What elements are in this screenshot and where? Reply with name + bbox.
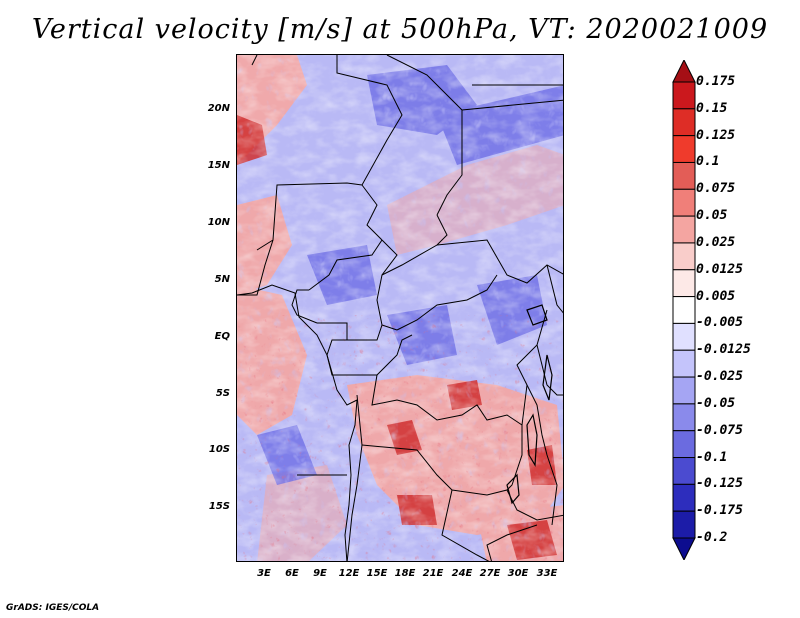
lat-label-5n: 5N (214, 274, 230, 285)
lon-label-33e: 33E (536, 568, 558, 579)
map-svg (237, 55, 563, 561)
colorbar-segment (672, 349, 696, 378)
lat-label-5s: 5S (215, 388, 230, 399)
colorbar-segment (672, 215, 696, 244)
colorbar-label: 0.005 (696, 288, 736, 304)
colorbar-label: -0.005 (696, 315, 743, 331)
colorbar-segment (672, 242, 696, 271)
lakes (506, 304, 553, 505)
colorbar-segment (672, 269, 696, 298)
colorbar-segment (672, 161, 696, 190)
velocity-map (236, 54, 564, 562)
colorbar-label: -0.025 (696, 369, 743, 385)
colorbar-label: -0.2 (696, 530, 728, 545)
lon-label-9e: 9E (313, 568, 327, 579)
lat-label-15s: 15S (208, 501, 230, 512)
country-borders (237, 55, 563, 561)
lon-label-21e: 21E (422, 568, 444, 579)
colorbar (672, 60, 696, 560)
colorbar-label: -0.05 (696, 395, 736, 411)
colorbar-segment (672, 403, 696, 432)
lat-label-10n: 10N (207, 217, 230, 228)
lon-label-15e: 15E (366, 568, 388, 579)
colorbar-label: 0.075 (696, 181, 736, 197)
lon-label-24e: 24E (451, 568, 473, 579)
grads-credit: GrADS: IGES/COLA (6, 603, 100, 613)
colorbar-label: -0.125 (696, 476, 743, 492)
lat-label-20n: 20N (207, 103, 230, 114)
colorbar-segment (672, 135, 696, 163)
colorbar-segment (672, 510, 696, 539)
lat-label-eq: EQ (214, 331, 230, 342)
lon-label-12e: 12E (338, 568, 360, 579)
colorbar-top-arrow (672, 60, 696, 83)
colorbar-segment (672, 322, 696, 351)
lon-label-3e: 3E (257, 568, 271, 579)
colorbar-segment (672, 296, 696, 324)
colorbar-segment (672, 457, 696, 485)
lon-label-27e: 27E (479, 568, 501, 579)
chart-title: Vertical velocity [m/s] at 500hPa, VT: 2… (31, 14, 769, 45)
colorbar-label: -0.075 (696, 422, 743, 438)
colorbar-segment (672, 188, 696, 217)
colorbar-segment (672, 81, 696, 110)
colorbar-segment (672, 108, 696, 137)
colorbar-segment (672, 430, 696, 459)
colorbar-label: 0.175 (696, 74, 736, 89)
colorbar-label: 0.0125 (696, 261, 743, 277)
colorbar-label: 0.1 (696, 154, 720, 170)
colorbar-label: -0.1 (696, 449, 728, 465)
colorbar-bottom-arrow (672, 537, 696, 560)
lat-label-10s: 10S (208, 444, 230, 455)
lat-label-15n: 15N (207, 160, 230, 171)
colorbar-label: 0.15 (696, 100, 728, 116)
coastline (237, 284, 358, 561)
colorbar-label: 0.05 (696, 208, 728, 224)
colorbar-label: -0.175 (696, 503, 743, 519)
colorbar-label: 0.125 (696, 127, 736, 143)
colorbar-label: 0.025 (696, 234, 736, 250)
lon-label-30e: 30E (507, 568, 529, 579)
lon-label-18e: 18E (394, 568, 416, 579)
colorbar-segment (672, 483, 696, 512)
lon-label-6e: 6E (285, 568, 299, 579)
colorbar-label: -0.0125 (696, 342, 751, 358)
colorbar-segment (672, 376, 696, 405)
